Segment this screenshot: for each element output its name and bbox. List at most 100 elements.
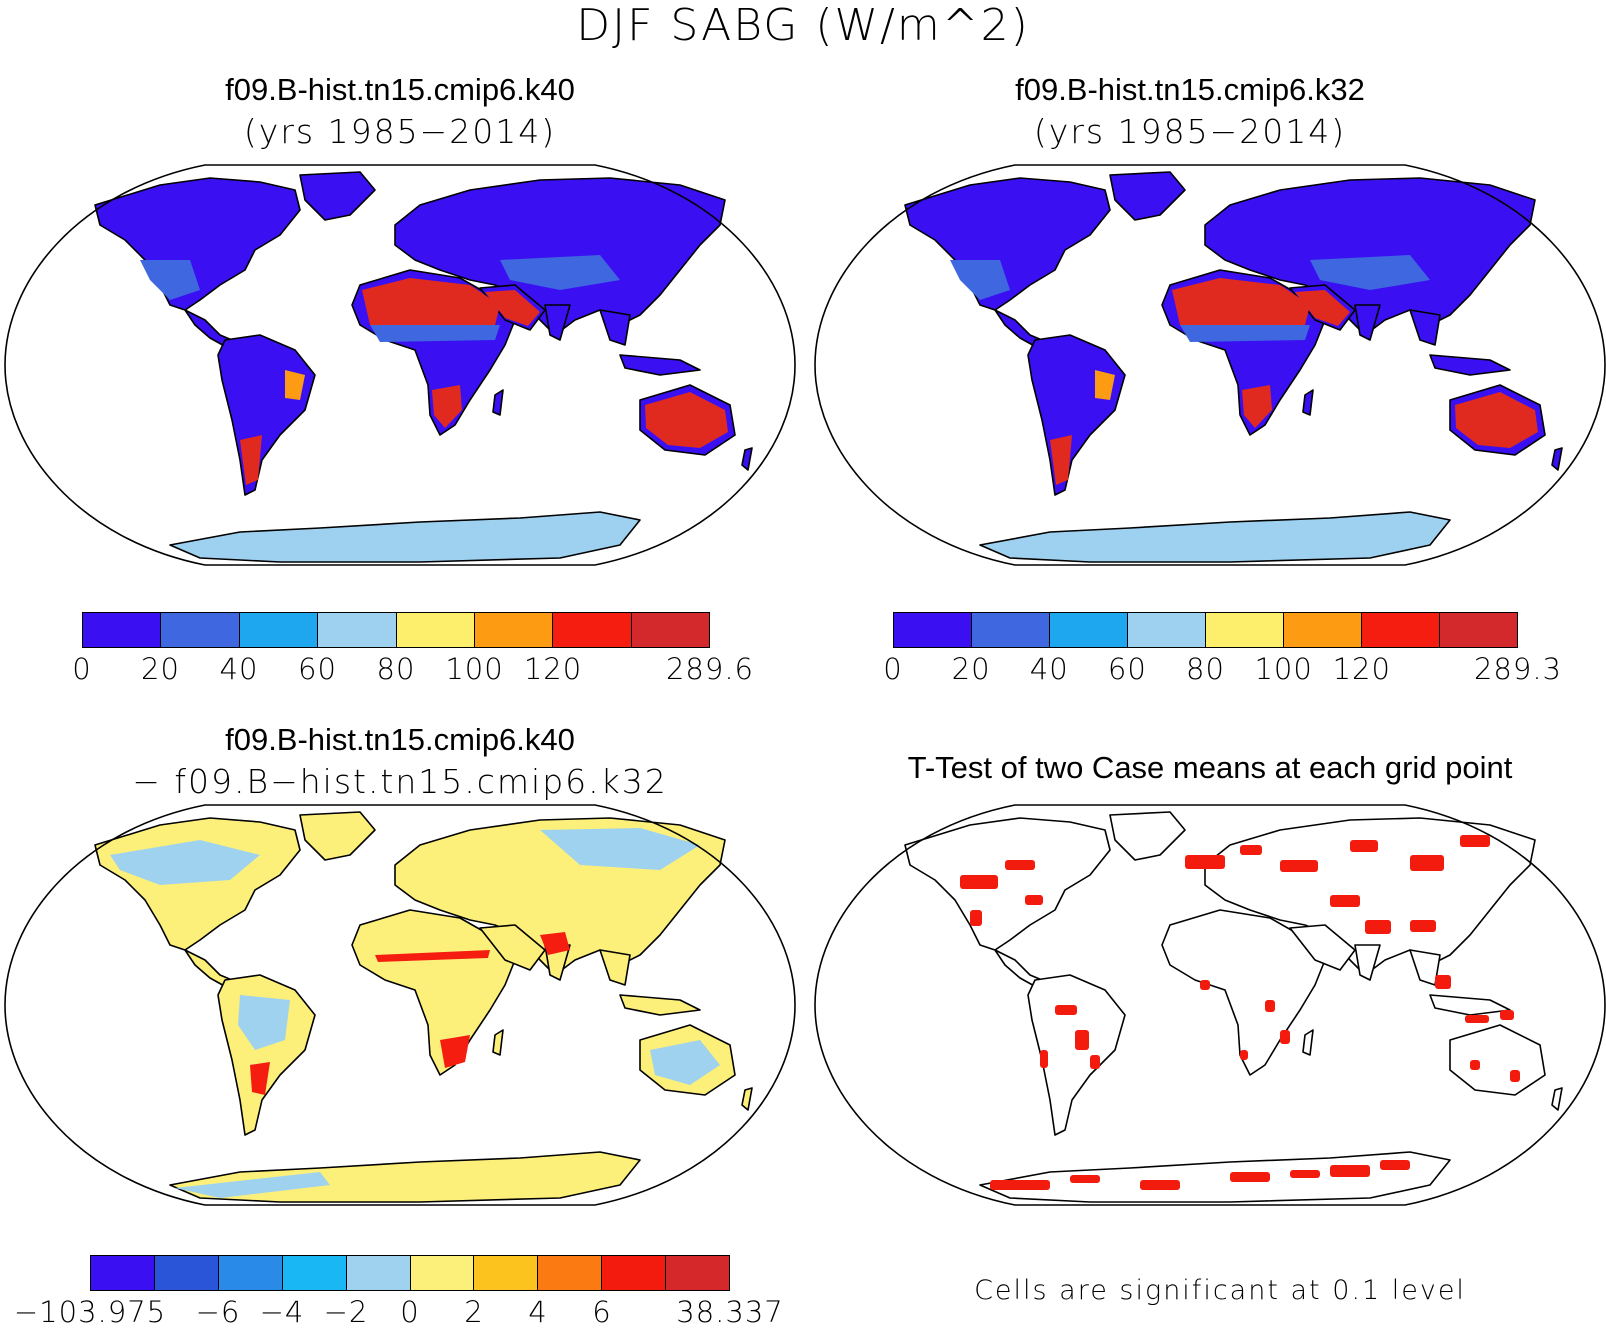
south-africa-hot-region (432, 385, 462, 428)
case2-colorbar-tick-label: 120 (1332, 652, 1391, 686)
case1-colorbar-tick-label: 20 (141, 652, 180, 686)
diff-colorbar-swatch (410, 1256, 475, 1290)
case2-colorbar-tick-label: 289.3 (1473, 652, 1563, 686)
landmass-greenland (299, 811, 376, 861)
landmass-madagascar (1302, 1029, 1314, 1056)
diff-colorbar-swatch (666, 1256, 730, 1290)
case1-colorbar-swatch (239, 613, 319, 647)
landmass-nz (741, 447, 753, 471)
landmass-eurasia (1204, 817, 1536, 976)
significant-cell-cluster (1410, 855, 1444, 871)
landmass-greenland (1109, 171, 1186, 221)
landmass-seAsia (599, 949, 631, 986)
diff-colorbar-tick-label: −2 (323, 1295, 369, 1329)
diff-colorbar-swatch (538, 1256, 603, 1290)
significant-cell-cluster (1330, 895, 1360, 907)
case2-colorbar-swatch (1362, 613, 1440, 647)
case1-colorbar-swatch (474, 613, 554, 647)
argentina-warm-patch (250, 1062, 270, 1095)
significant-cell-cluster (1465, 1015, 1489, 1023)
landmass-seAsia (599, 309, 631, 346)
significant-cell-cluster (1290, 1170, 1320, 1178)
landmass-northAmerica (904, 177, 1111, 311)
case1-map (4, 164, 796, 566)
landmass-madagascar (492, 1029, 504, 1056)
landmass-madagascar (492, 389, 504, 416)
significant-cell-cluster (1510, 1070, 1520, 1082)
south-africa-warm-patch (440, 1035, 470, 1068)
landmass-northAmerica (904, 817, 1111, 951)
case1-colorbar-tick-label: 100 (445, 652, 504, 686)
diff-colorbar-swatch (218, 1256, 283, 1290)
case1-colorbar (82, 612, 710, 648)
australia-cool-patch (650, 1040, 720, 1085)
case1-colorbar-tick-label: 289.6 (665, 652, 755, 686)
diff-colorbar-tick-label: −103.975 (13, 1295, 167, 1329)
diff-colorbar-swatch (91, 1256, 155, 1290)
case2-colorbar-swatch (1128, 613, 1206, 647)
ttest-note: Cells are significant at 0.1 level (974, 1275, 1466, 1306)
diff-colorbar-tick-label: 2 (464, 1295, 484, 1329)
case1-colorbar-tick-label: 0 (72, 652, 92, 686)
landmass-eurasia (1204, 177, 1536, 336)
landmass-nz (1551, 1087, 1563, 1111)
diff-colorbar-swatch (602, 1256, 667, 1290)
case2-colorbar-tick-label: 80 (1186, 652, 1225, 686)
significant-cell-cluster (1025, 895, 1043, 905)
diff-colorbar-swatch (154, 1256, 219, 1290)
significant-cell-cluster (1040, 1050, 1048, 1068)
australia-hot-region (645, 392, 728, 448)
significant-cell-cluster (1460, 835, 1490, 847)
landmass-indonesia (1429, 354, 1511, 376)
case2-colorbar-tick-label: 100 (1254, 652, 1313, 686)
case1-colorbar-tick-label: 120 (523, 652, 583, 686)
landmass-madagascar (1302, 389, 1314, 416)
australia-hot-region (1455, 392, 1538, 448)
sahel-transition-region (370, 325, 500, 342)
landmass-africa (1161, 909, 1326, 1076)
sahara-hot-region (1172, 278, 1310, 332)
us-mid-region (140, 260, 200, 300)
us-mid-region (950, 260, 1010, 300)
ttest-map (814, 804, 1606, 1206)
diff-colorbar-tick-label: −4 (259, 1295, 305, 1329)
antarctica-light-region (175, 516, 630, 560)
significant-cell-cluster (990, 1180, 1050, 1190)
landmass-greenland (1109, 811, 1186, 861)
arabia-hot-region (485, 290, 540, 326)
case2-colorbar-tick-label: 0 (883, 652, 903, 686)
significant-cell-cluster (1380, 1160, 1410, 1170)
diff-colorbar-tick-label: 38.337 (676, 1295, 784, 1329)
significant-cell-cluster (1280, 860, 1318, 872)
case2-colorbar-swatch (1050, 613, 1128, 647)
case2-colorbar-swatch (1206, 613, 1284, 647)
significant-cell-cluster (970, 910, 982, 926)
canada-cool-patch (110, 840, 260, 885)
diff-colorbar-swatch (346, 1256, 411, 1290)
significant-cell-cluster (1470, 1060, 1480, 1070)
significant-cell-cluster (1070, 1175, 1100, 1183)
diff-colorbar-tick-label: 4 (528, 1295, 548, 1329)
case1-colorbar-swatch (396, 613, 475, 647)
landmass-antarctica (979, 1151, 1451, 1203)
central-asia-mid-region (500, 255, 620, 290)
map-border (4, 804, 796, 1206)
landmass-southAmerica (1027, 974, 1126, 1136)
case1-subtitle: (yrs 1985−2014) (243, 112, 557, 151)
brazil-warm-region (285, 370, 305, 400)
ttest-title: T-Test of two Case means at each grid po… (907, 750, 1513, 785)
significant-cell-cluster (1350, 840, 1378, 852)
case1-title: f09.B-hist.tn15.cmip6.k40 (225, 72, 575, 107)
patagonia-hot-region (240, 435, 262, 485)
case2-title: f09.B-hist.tn15.cmip6.k32 (1015, 72, 1365, 107)
diff-colorbar-tick-label: 0 (400, 1295, 420, 1329)
siberia-cool-patch (540, 828, 700, 870)
significant-cell-cluster (1240, 845, 1262, 855)
map-border (814, 164, 1606, 566)
case2-colorbar-tick-label: 40 (1029, 652, 1069, 686)
case2-map (814, 164, 1606, 566)
amazon-cool-patch (238, 995, 290, 1050)
case1-colorbar-swatch (318, 613, 397, 647)
case1-colorbar-swatch (83, 613, 162, 647)
case1-colorbar-tick-label: 40 (219, 652, 259, 686)
